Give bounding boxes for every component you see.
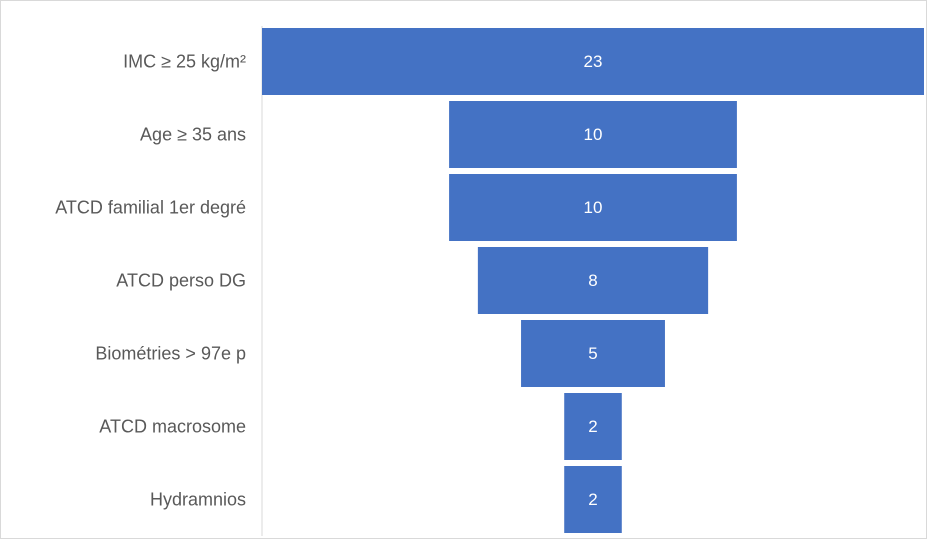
bar-value-label: 23 <box>584 52 603 71</box>
category-label: ATCD perso DG <box>116 271 246 291</box>
funnel-bar <box>449 101 737 168</box>
bar-value-label: 5 <box>588 344 597 363</box>
bar-value-label: 2 <box>588 417 597 436</box>
category-label: ATCD familial 1er degré <box>55 198 246 218</box>
funnel-bar <box>521 320 665 387</box>
funnel-bar <box>262 28 924 95</box>
funnel-bar <box>449 174 737 241</box>
bar-value-label: 8 <box>588 271 597 290</box>
bar-value-label: 10 <box>584 125 603 144</box>
category-label: Age ≥ 35 ans <box>140 125 246 145</box>
funnel-bar <box>564 466 622 533</box>
funnel-bar <box>477 247 709 314</box>
bar-value-label: 10 <box>584 198 603 217</box>
funnel-bar <box>564 393 622 460</box>
category-label: Hydramnios <box>150 490 246 510</box>
category-label: Biométries > 97e p <box>95 344 246 364</box>
bar-value-label: 2 <box>588 490 597 509</box>
category-label: ATCD macrosome <box>99 417 246 437</box>
category-label: IMC ≥ 25 kg/m² <box>123 52 246 72</box>
